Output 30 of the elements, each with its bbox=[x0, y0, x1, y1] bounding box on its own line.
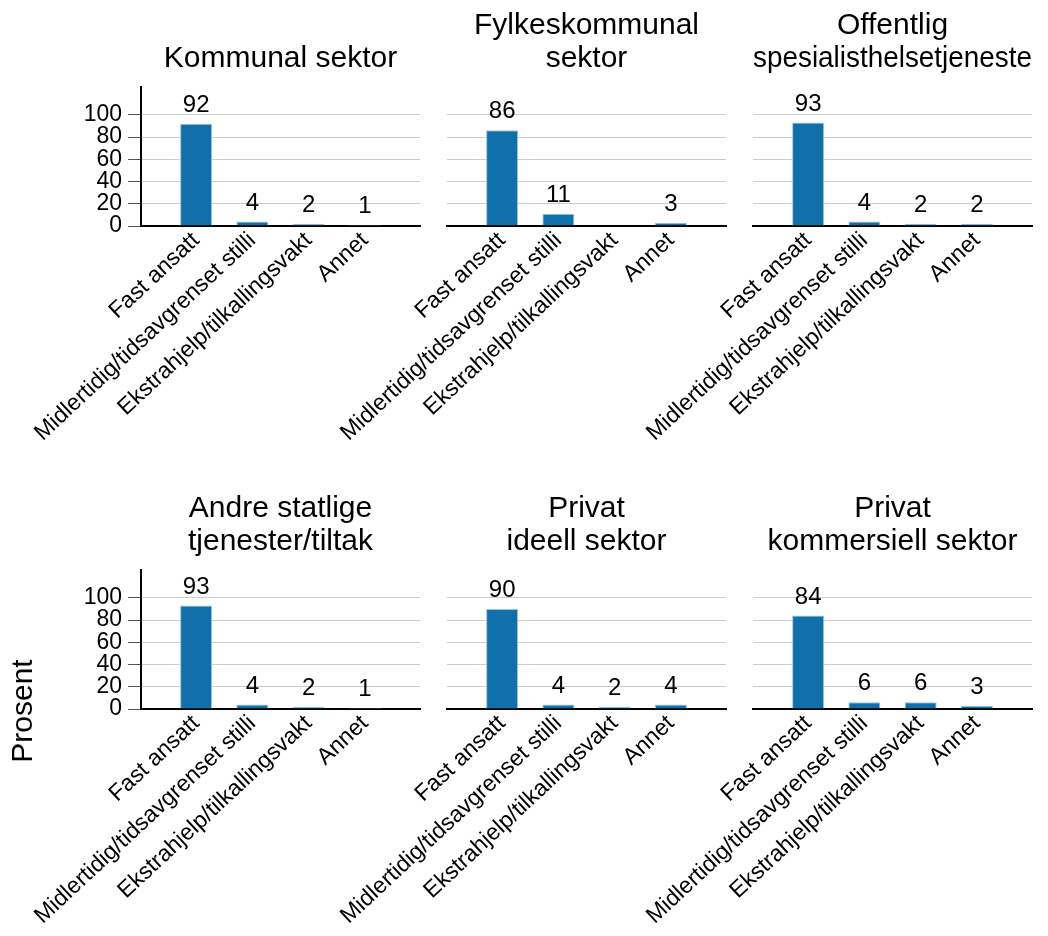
chart-title: Andre statlige tjenester/tiltak bbox=[187, 489, 375, 556]
data-label: 6 bbox=[913, 668, 928, 696]
data-label: 3 bbox=[970, 671, 984, 699]
data-label: 1 bbox=[358, 190, 372, 218]
data-label: 4 bbox=[245, 670, 260, 698]
data-label: 93 bbox=[182, 571, 210, 599]
data-label: 86 bbox=[488, 96, 516, 124]
chart-title: Offentlig spesialisthelsetjeneste bbox=[753, 6, 1032, 73]
chart-title: Kommunal sektor bbox=[163, 39, 398, 73]
data-label: 2 bbox=[970, 189, 984, 217]
data-label: 1 bbox=[358, 673, 372, 701]
data-label: 3 bbox=[664, 188, 678, 216]
data-label: 2 bbox=[913, 189, 928, 217]
data-label: 4 bbox=[245, 187, 260, 215]
data-label: 4 bbox=[857, 187, 872, 215]
data-label: 6 bbox=[857, 668, 872, 696]
data-label: 2 bbox=[301, 672, 316, 700]
data-label: 84 bbox=[794, 581, 822, 609]
data-label: 2 bbox=[301, 189, 316, 217]
data-label: 4 bbox=[664, 670, 678, 698]
data-label: 92 bbox=[182, 89, 210, 117]
chart-title: Fylkeskommunal sektor bbox=[473, 6, 700, 73]
data-label: 2 bbox=[607, 672, 622, 700]
data-label: 93 bbox=[794, 88, 822, 116]
data-label: 90 bbox=[488, 574, 516, 602]
data-label: 4 bbox=[551, 670, 566, 698]
chart-title: Privat kommersiell sektor bbox=[767, 489, 1018, 556]
y-axis-title: Prosent bbox=[5, 658, 39, 763]
data-label: 11 bbox=[545, 179, 571, 207]
chart-title: Privat ideell sektor bbox=[506, 489, 667, 556]
